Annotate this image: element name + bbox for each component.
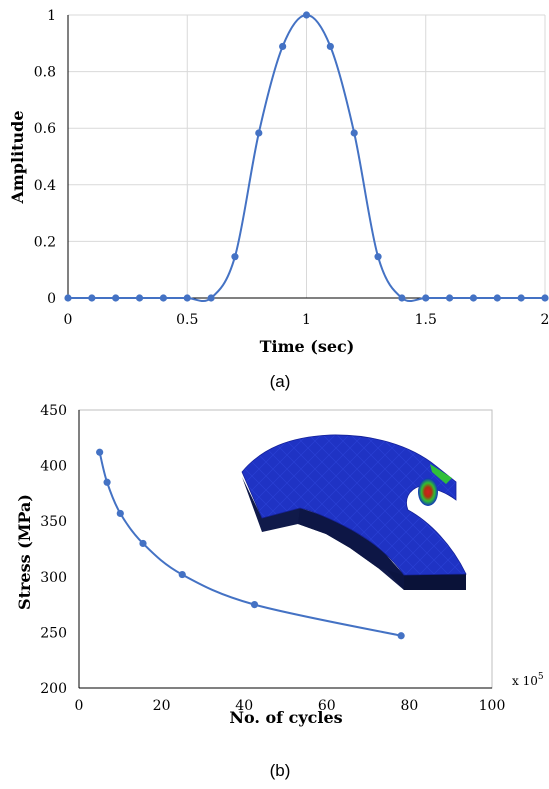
chart-b-x-axis-label: No. of cycles — [229, 708, 342, 727]
data-point — [350, 129, 358, 137]
chart-b-stress-vs-cycles: 0 20 40 60 80 100 200 250 300 350 400 450 — [15, 403, 544, 780]
y-tick-label: 250 — [40, 625, 67, 641]
data-point — [116, 509, 124, 518]
x-tick-label: 0 — [64, 312, 73, 328]
data-point — [326, 42, 334, 51]
chart-a-data-points — [64, 11, 549, 302]
x-tick-label: 0 — [75, 698, 84, 714]
x-tick-label: 2 — [541, 312, 549, 328]
data-point — [96, 448, 104, 456]
data-point — [517, 294, 525, 302]
chart-a-x-axis-label: Time (sec) — [260, 337, 355, 356]
data-point — [397, 632, 405, 640]
x-tick-label: 1.5 — [415, 312, 437, 328]
x-tick-label: 60 — [318, 698, 336, 714]
y-tick-label: 450 — [40, 403, 67, 419]
data-point — [398, 294, 406, 302]
x-tick-label: 20 — [153, 698, 171, 714]
chart-b-x-multiplier-exponent: 5 — [538, 672, 544, 682]
x-tick-label: 80 — [400, 698, 418, 714]
chart-b-x-multiplier: x 105 — [512, 672, 544, 688]
y-tick-label: 0.8 — [34, 65, 56, 81]
x-tick-label: 100 — [479, 698, 506, 714]
data-point — [64, 294, 72, 302]
chart-b-data-points — [96, 448, 405, 640]
chart-a-amplitude-vs-time: 0 0.5 1 1.5 2 0 0.2 0.4 0.6 0.8 1 Time (sec) Ampl… — [8, 8, 549, 391]
chart-b-caption: (b) — [270, 761, 291, 780]
data-point — [374, 253, 382, 261]
y-tick-label: 1 — [47, 8, 56, 24]
y-tick-label: 400 — [40, 459, 67, 475]
data-point — [541, 294, 549, 302]
data-point — [250, 601, 259, 609]
chart-b-x-tick-labels: 0 20 40 60 80 100 — [75, 698, 506, 714]
chart-a-x-tick-labels: 0 0.5 1 1.5 2 — [64, 312, 549, 328]
data-point — [178, 570, 186, 579]
data-point — [279, 42, 287, 51]
y-tick-label: 200 — [40, 681, 67, 697]
y-tick-label: 0.4 — [34, 178, 56, 194]
chart-a-y-tick-labels: 0 0.2 0.4 0.6 0.8 1 — [34, 8, 56, 307]
y-tick-label: 0.2 — [34, 234, 56, 250]
y-tick-label: 0.6 — [34, 121, 56, 137]
y-tick-label: 0 — [47, 291, 56, 307]
data-point — [469, 294, 478, 302]
data-point — [183, 294, 191, 302]
x-tick-label: 1 — [302, 312, 311, 328]
chart-a-caption: (a) — [270, 372, 291, 391]
data-point — [302, 11, 311, 19]
data-point — [207, 294, 215, 302]
chart-a-y-axis-label: Amplitude — [8, 110, 27, 204]
data-point — [139, 539, 147, 548]
chart-b-y-tick-labels: 200 250 300 350 400 450 — [40, 403, 67, 697]
chart-b-axes — [78, 410, 492, 689]
data-point — [135, 294, 144, 302]
data-point — [493, 294, 501, 302]
data-point — [255, 129, 263, 137]
chart-b-x-multiplier-base: x 10 — [512, 674, 538, 688]
x-tick-label: 0.5 — [176, 312, 198, 328]
chart-b-y-axis-label: Stress (MPa) — [15, 494, 34, 610]
y-tick-label: 350 — [40, 514, 67, 530]
data-point — [231, 253, 239, 261]
y-tick-label: 300 — [40, 570, 67, 586]
data-point — [103, 478, 111, 486]
data-point — [422, 294, 430, 302]
data-point — [88, 294, 96, 302]
data-point — [159, 294, 167, 302]
x-tick-label: 40 — [235, 698, 253, 714]
data-point — [446, 294, 454, 302]
data-point — [112, 294, 120, 302]
chart-a-gridlines — [68, 14, 546, 298]
fea-stress-contour-model — [241, 434, 467, 590]
